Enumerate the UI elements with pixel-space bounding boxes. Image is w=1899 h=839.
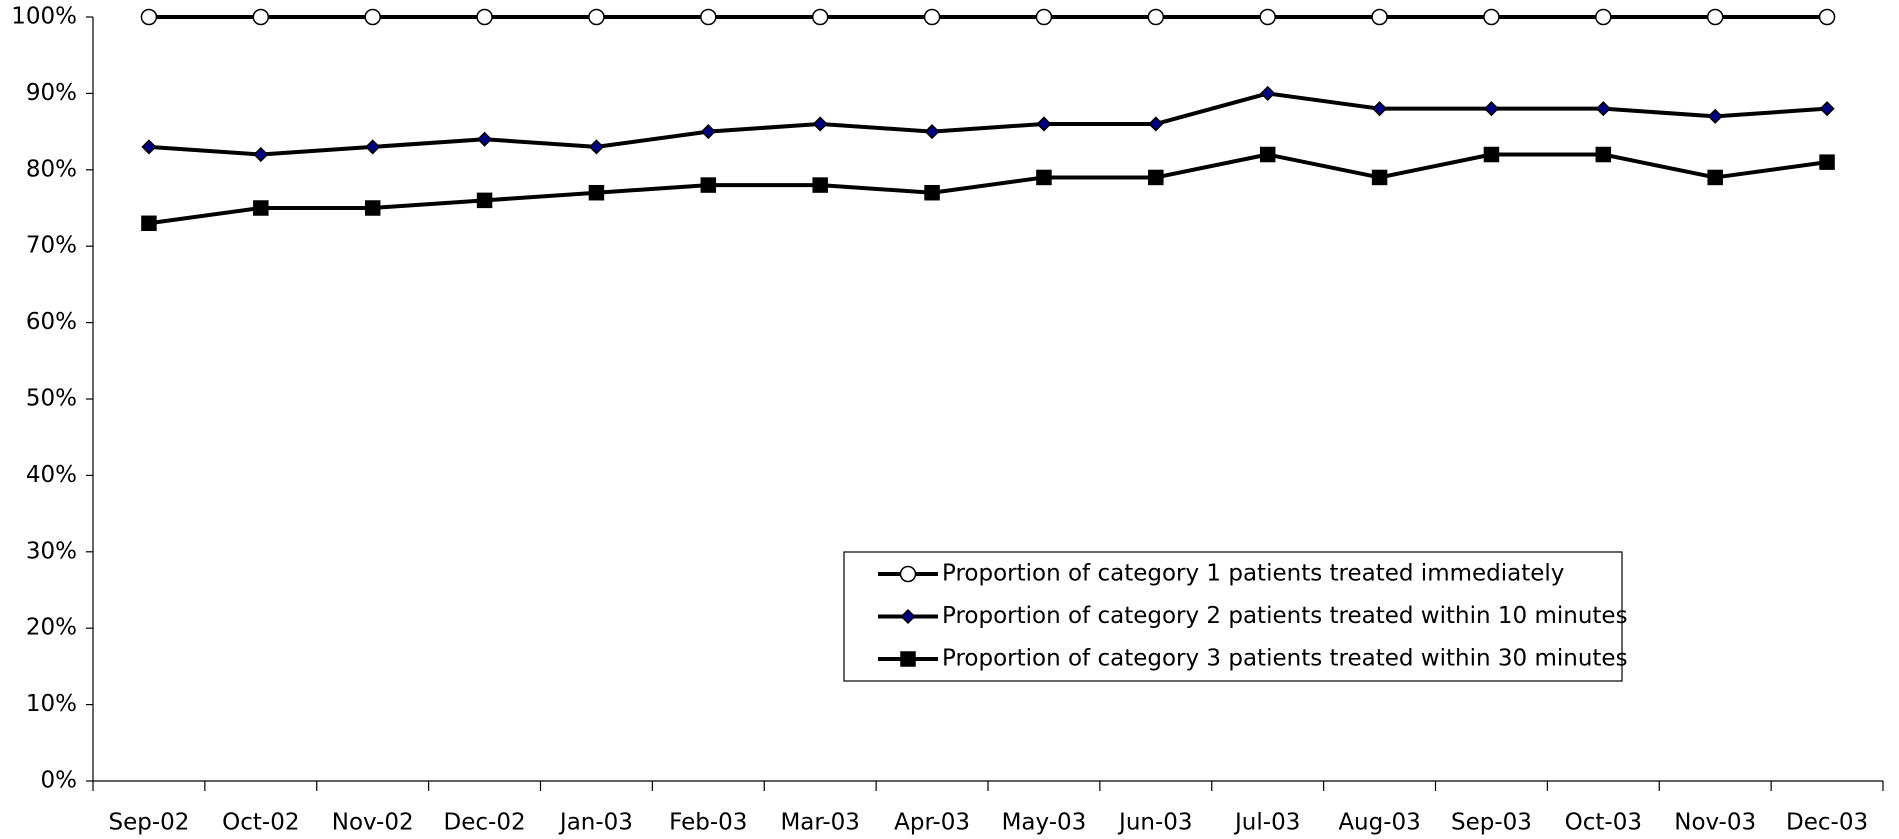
marker xyxy=(476,8,493,26)
marker xyxy=(141,139,157,155)
legend-label: Proportion of category 2 patients treate… xyxy=(942,603,1628,629)
marker xyxy=(1036,169,1052,186)
marker xyxy=(1260,85,1276,101)
x-tick-label: Nov-03 xyxy=(1674,810,1756,836)
x-tick-label: Oct-02 xyxy=(222,810,299,836)
y-tick-label: 100% xyxy=(11,4,77,30)
legend xyxy=(843,551,1623,682)
marker xyxy=(1036,116,1052,132)
marker xyxy=(252,8,270,26)
marker xyxy=(1259,146,1276,163)
marker xyxy=(1483,8,1500,26)
x-tick-label: Oct-03 xyxy=(1565,810,1642,836)
marker xyxy=(1595,101,1611,117)
marker xyxy=(588,139,604,155)
marker xyxy=(924,184,940,201)
marker xyxy=(1148,116,1164,132)
y-tick-label: 0% xyxy=(41,768,78,794)
marker xyxy=(923,8,941,26)
y-tick-label: 90% xyxy=(26,80,77,106)
x-tick-label: Sep-03 xyxy=(1451,810,1532,836)
series-line xyxy=(148,152,1828,226)
y-tick-label: 80% xyxy=(26,156,77,182)
x-tick-label: Apr-03 xyxy=(894,810,970,836)
marker xyxy=(141,215,157,232)
marker xyxy=(588,184,605,201)
marker xyxy=(1483,101,1500,117)
y-tick-label: 20% xyxy=(26,615,77,641)
marker xyxy=(1819,101,1835,117)
x-tick-label: Dec-03 xyxy=(1786,810,1868,836)
y-tick-label: 40% xyxy=(26,462,77,488)
marker xyxy=(1707,108,1723,124)
marker xyxy=(1148,169,1164,186)
marker xyxy=(900,608,916,625)
marker xyxy=(700,124,716,140)
y-tick-label: 60% xyxy=(26,309,77,335)
marker xyxy=(253,146,269,163)
x-tick-label: May-03 xyxy=(1002,810,1087,836)
marker xyxy=(1371,8,1388,26)
x-tick-label: Jan-03 xyxy=(558,810,633,836)
x-tick-label: Feb-03 xyxy=(669,810,747,836)
marker xyxy=(588,8,605,26)
marker xyxy=(1259,8,1276,26)
marker xyxy=(1371,101,1388,117)
marker xyxy=(899,565,917,583)
marker xyxy=(1818,8,1836,26)
x-tick-label: Mar-03 xyxy=(780,810,860,836)
marker xyxy=(1595,8,1612,26)
x-tick-label: Sep-02 xyxy=(108,810,189,836)
marker xyxy=(364,8,381,26)
y-tick-label: 70% xyxy=(26,233,77,259)
y-tick-label: 50% xyxy=(26,386,77,412)
marker xyxy=(1707,169,1723,186)
marker xyxy=(253,200,269,216)
marker xyxy=(1706,8,1724,26)
x-tick-label: Aug-03 xyxy=(1338,810,1420,836)
marker xyxy=(140,8,158,26)
marker xyxy=(364,200,381,216)
x-tick-label: Jun-03 xyxy=(1117,810,1193,836)
marker xyxy=(700,177,717,193)
legend-label: Proportion of category 3 patients treate… xyxy=(942,646,1628,672)
marker xyxy=(1035,8,1053,26)
y-tick-label: 30% xyxy=(26,538,77,564)
marker xyxy=(477,131,493,147)
marker xyxy=(812,177,828,193)
marker xyxy=(365,139,381,155)
marker xyxy=(476,192,493,209)
marker xyxy=(900,651,916,667)
marker xyxy=(1371,169,1388,186)
marker xyxy=(1595,146,1612,163)
series-line xyxy=(148,91,1828,157)
marker xyxy=(1483,146,1500,163)
x-tick-label: Jul-03 xyxy=(1233,810,1300,836)
x-tick-label: Dec-02 xyxy=(444,810,526,836)
marker xyxy=(811,8,829,26)
x-tick-label: Nov-02 xyxy=(332,810,414,836)
marker xyxy=(700,8,717,26)
legend-label: Proportion of category 1 patients treate… xyxy=(942,561,1564,587)
y-tick-label: 10% xyxy=(26,691,77,717)
marker xyxy=(1147,8,1165,26)
marker xyxy=(1819,154,1835,170)
marker xyxy=(812,116,828,132)
marker xyxy=(924,124,940,140)
